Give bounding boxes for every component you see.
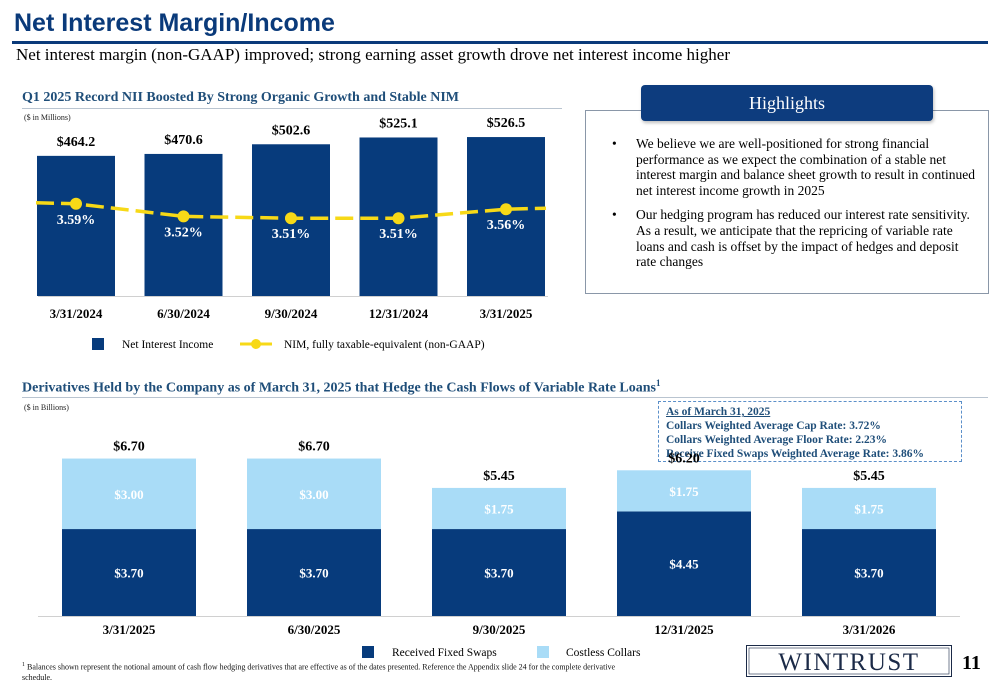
legend-swatch-collars bbox=[537, 646, 549, 658]
footnote-text: Balances shown represent the notional am… bbox=[22, 662, 616, 682]
nii-unit-label: ($ in Millions) bbox=[24, 113, 71, 122]
swaps-bar bbox=[432, 529, 566, 616]
nii-category-label: 9/30/2024 bbox=[265, 306, 318, 321]
bullet-icon: • bbox=[612, 136, 617, 151]
rates-note-line: Collars Weighted Average Cap Rate: 3.72% bbox=[666, 420, 881, 432]
page-number: 11 bbox=[962, 652, 981, 674]
swaps-bar bbox=[617, 511, 751, 616]
swaps-value-label: $4.45 bbox=[669, 557, 699, 572]
nii-category-label: 3/31/2025 bbox=[480, 306, 533, 321]
derivatives-unit-label: ($ in Billions) bbox=[24, 403, 69, 412]
swaps-bar bbox=[247, 529, 381, 616]
highlight-text: We believe we are well-positioned for st… bbox=[636, 136, 976, 198]
total-value-label: $6.70 bbox=[298, 440, 330, 455]
legend-swatch-swaps bbox=[362, 646, 374, 658]
swaps-value-label: $3.70 bbox=[114, 566, 143, 581]
derivatives-title-text: Derivatives Held by the Company as of Ma… bbox=[22, 380, 657, 396]
highlight-text: Our hedging program has reduced our inte… bbox=[636, 207, 970, 270]
nim-value-label: 3.59% bbox=[57, 213, 96, 228]
swaps-value-label: $3.70 bbox=[484, 566, 513, 581]
collars-bar bbox=[62, 458, 196, 530]
legend-label-swaps: Received Fixed Swaps bbox=[392, 647, 497, 659]
nii-value-label: $464.2 bbox=[57, 135, 96, 150]
nim-value-label: 3.51% bbox=[272, 227, 311, 242]
footnote-marker: 1 bbox=[22, 662, 25, 668]
collars-value-label: $1.75 bbox=[669, 484, 699, 499]
total-value-label: $5.45 bbox=[853, 469, 885, 484]
collars-value-label: $3.00 bbox=[299, 487, 328, 502]
nii-value-label: $502.6 bbox=[272, 123, 311, 138]
logo-text: WINTRUST bbox=[778, 649, 919, 676]
highlight-bullet: • We believe we are well-positioned for … bbox=[610, 136, 982, 198]
derivatives-category-label: 3/31/2026 bbox=[843, 622, 896, 637]
legend-label-nim: NIM, fully taxable-equivalent (non-GAAP) bbox=[284, 339, 485, 351]
nii-category-label: 6/30/2024 bbox=[157, 306, 210, 321]
nii-section-title: Q1 2025 Record NII Boosted By Strong Org… bbox=[22, 90, 460, 105]
legend-swatch-nii bbox=[92, 338, 104, 350]
rates-note-line: Receive Fixed Swaps Weighted Average Rat… bbox=[666, 448, 924, 460]
title-divider bbox=[12, 41, 988, 44]
nim-value-label: 3.56% bbox=[487, 218, 526, 233]
rates-note-line: Collars Weighted Average Floor Rate: 2.2… bbox=[666, 434, 888, 446]
highlights-panel bbox=[585, 110, 989, 294]
swaps-value-label: $3.70 bbox=[299, 566, 328, 581]
nim-value-label: 3.51% bbox=[379, 227, 418, 242]
nim-point bbox=[392, 212, 405, 225]
nii-value-label: $525.1 bbox=[379, 116, 418, 131]
bullet-icon: • bbox=[612, 207, 617, 223]
footnote-marker: 1 bbox=[656, 378, 661, 388]
legend-marker-nim bbox=[251, 339, 261, 349]
rates-note-heading: As of March 31, 2025 bbox=[666, 406, 771, 418]
collars-value-label: $3.00 bbox=[114, 487, 143, 502]
total-value-label: $6.70 bbox=[113, 440, 145, 455]
nim-point bbox=[177, 210, 190, 223]
collars-value-label: $1.75 bbox=[484, 501, 514, 516]
highlights-header: Highlights bbox=[641, 85, 933, 121]
legend-label-collars: Costless Collars bbox=[566, 647, 641, 659]
nii-value-label: $470.6 bbox=[164, 133, 203, 148]
total-value-label: $6.20 bbox=[668, 451, 700, 466]
collars-value-label: $1.75 bbox=[854, 501, 884, 516]
nii-bar bbox=[37, 155, 115, 296]
legend-label-nii: Net Interest Income bbox=[122, 339, 213, 351]
highlights-list: • We believe we are well-positioned for … bbox=[610, 136, 982, 279]
nii-bar bbox=[144, 153, 223, 296]
derivatives-category-label: 6/30/2025 bbox=[288, 622, 341, 637]
derivatives-chart: $3.70 $3.00 $6.70 3/31/2025 $3.70 $3.00 $6.70 6… bbox=[38, 440, 960, 659]
derivatives-category-label: 12/31/2025 bbox=[654, 622, 714, 637]
nim-point bbox=[70, 197, 82, 210]
nim-point bbox=[500, 203, 512, 216]
swaps-bar bbox=[62, 529, 196, 616]
rates-note-box: As of March 31, 2025 Collars Weighted Av… bbox=[658, 401, 962, 462]
highlight-bullet: • Our hedging program has reduced our in… bbox=[610, 207, 982, 269]
collars-bar bbox=[432, 487, 566, 530]
derivatives-section-divider bbox=[22, 397, 988, 398]
derivatives-category-label: 3/31/2025 bbox=[103, 622, 156, 637]
page-subtitle: Net interest margin (non-GAAP) improved;… bbox=[16, 45, 730, 64]
derivatives-section-title: Derivatives Held by the Company as of Ma… bbox=[22, 378, 661, 397]
collars-bar bbox=[247, 458, 381, 530]
footnote: 1 Balances shown represent the notional … bbox=[22, 660, 642, 683]
nii-category-label: 3/31/2024 bbox=[50, 306, 103, 321]
nii-chart: $464.2 3/31/2024 3.59% $470.6 6/30/2024 3.52%… bbox=[35, 116, 548, 351]
wintrust-logo: WINTRUST bbox=[746, 645, 952, 677]
nim-value-label: 3.52% bbox=[164, 225, 203, 240]
page-title: Net Interest Margin/Income bbox=[14, 9, 335, 37]
derivatives-category-label: 9/30/2025 bbox=[473, 622, 526, 637]
swaps-value-label: $3.70 bbox=[854, 566, 883, 581]
swaps-bar bbox=[802, 529, 936, 616]
nii-category-label: 12/31/2024 bbox=[369, 306, 429, 321]
nii-section-divider bbox=[22, 108, 562, 109]
nii-value-label: $526.5 bbox=[487, 116, 526, 131]
collars-bar bbox=[802, 487, 936, 530]
total-value-label: $5.45 bbox=[483, 469, 515, 484]
nii-bar bbox=[467, 137, 545, 296]
collars-bar bbox=[617, 470, 751, 512]
nim-point bbox=[285, 212, 297, 225]
